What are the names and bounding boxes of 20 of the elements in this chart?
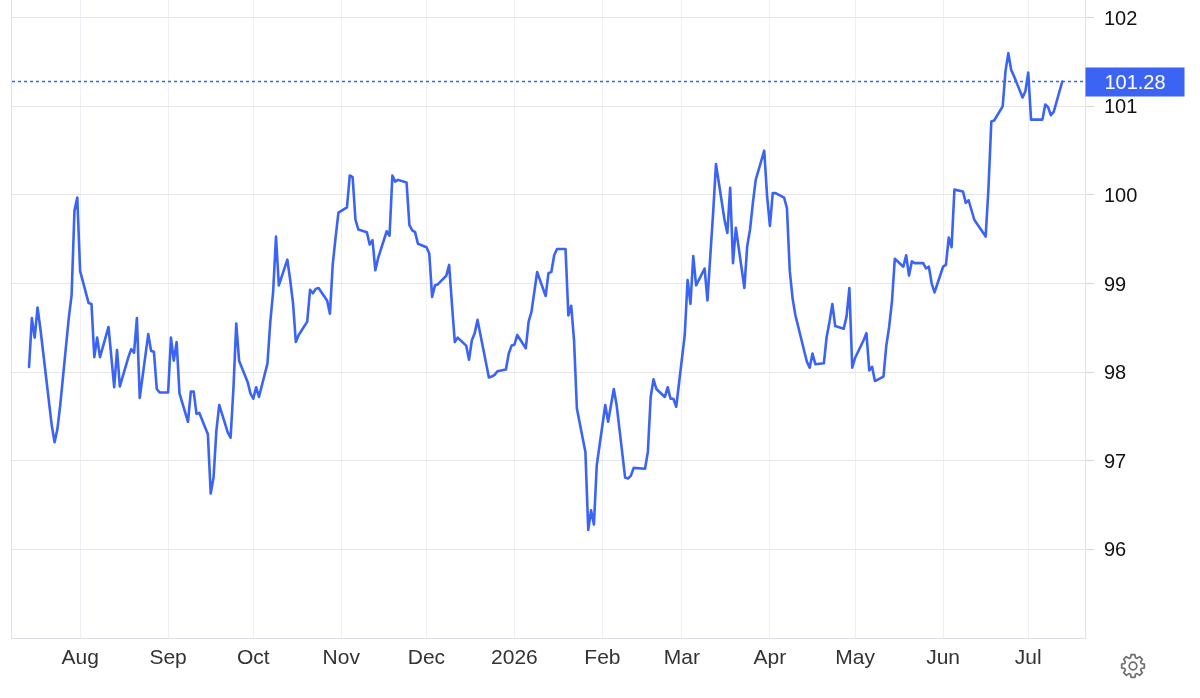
y-tick-label: 96 xyxy=(1104,538,1127,561)
x-tick-label: Feb xyxy=(584,645,621,669)
y-tick-label: 101 xyxy=(1104,95,1138,118)
x-tick-label: Jul xyxy=(1014,645,1042,669)
x-tick-label: Dec xyxy=(407,645,446,669)
x-tick-label: Mar xyxy=(663,645,701,669)
y-tick-label: 98 xyxy=(1104,361,1127,384)
x-tick-label: Jun xyxy=(926,645,960,669)
y-tick-label: 102 xyxy=(1104,6,1138,29)
x-tick-label: May xyxy=(835,645,876,669)
x-tick-label: Sep xyxy=(149,645,187,669)
x-tick-label: 2026 xyxy=(491,645,538,669)
y-tick-label: 99 xyxy=(1104,272,1127,295)
x-tick-label: Aug xyxy=(61,645,99,669)
y-tick-label: 100 xyxy=(1104,183,1138,206)
x-tick-label: Nov xyxy=(322,645,361,669)
x-tick-label: Apr xyxy=(753,645,787,669)
x-tick-label: Oct xyxy=(236,645,270,669)
ref-line-label: 101.28 xyxy=(1104,71,1166,93)
y-tick-label: 97 xyxy=(1104,449,1127,472)
